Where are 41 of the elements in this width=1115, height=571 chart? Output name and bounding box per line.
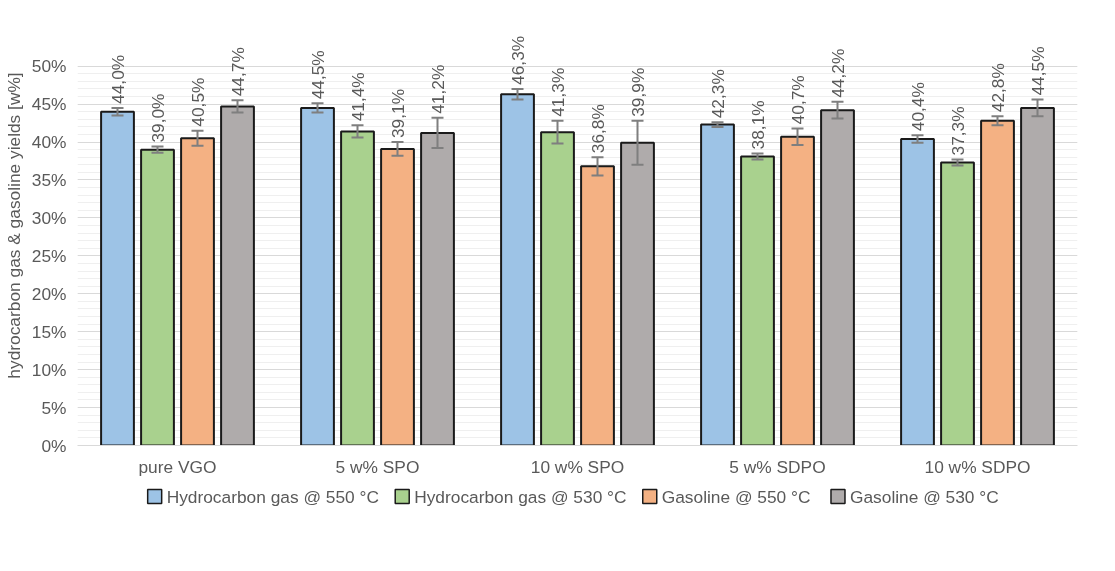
data-label: 44,7% [227, 47, 248, 97]
y-tick-label: 15% [31, 321, 67, 342]
data-label: 40,7% [787, 75, 808, 125]
data-label: 44,5% [307, 50, 328, 100]
y-tick-label: 20% [31, 283, 67, 304]
data-label: 41,4% [347, 72, 368, 122]
y-tick-label: 30% [31, 207, 67, 228]
data-label: 44,2% [827, 48, 848, 98]
data-label: 42,8% [987, 63, 1008, 113]
data-label: 38,1% [747, 100, 768, 150]
y-tick-label: 45% [31, 94, 67, 115]
data-label: 40,5% [187, 77, 208, 127]
legend-label: Hydrocarbon gas @ 530 °C [414, 486, 627, 507]
data-label: 44,5% [1027, 46, 1048, 96]
legend-label: Gasoline @ 530 °C [849, 486, 999, 507]
y-tick-label: 35% [31, 169, 67, 190]
x-tick-label: pure VGO [138, 456, 217, 477]
y-tick-label: 10% [31, 359, 67, 380]
x-tick-label: 5 w% SDPO [729, 456, 826, 477]
data-label: 42,3% [707, 69, 728, 119]
data-label: 37,3% [947, 106, 968, 156]
y-tick-label: 0% [41, 435, 67, 456]
data-label: 36,8% [587, 104, 608, 154]
x-tick-label: 5 w% SPO [335, 456, 420, 477]
legend-label: Gasoline @ 550 °C [661, 486, 811, 507]
data-label: 41,2% [427, 64, 448, 114]
y-axis-title: hydrocarbon gas & gasoline yields [w%] [3, 72, 24, 379]
y-tick-label: 40% [31, 132, 67, 153]
data-label: 41,3% [547, 67, 568, 117]
x-tick-label: 10 w% SDPO [924, 456, 1031, 477]
data-label: 44,0% [107, 54, 128, 104]
y-tick-label: 50% [31, 56, 67, 77]
y-tick-label: 5% [41, 397, 67, 418]
legend-label: Hydrocarbon gas @ 550 °C [166, 486, 379, 507]
data-label: 46,3% [507, 35, 528, 85]
data-label: 39,0% [147, 93, 168, 143]
data-label: 39,9% [627, 67, 648, 117]
x-tick-label: 10 w% SPO [530, 456, 625, 477]
data-label: 40,4% [907, 82, 928, 132]
y-tick-label: 25% [31, 245, 67, 266]
data-label: 39,1% [387, 88, 408, 139]
